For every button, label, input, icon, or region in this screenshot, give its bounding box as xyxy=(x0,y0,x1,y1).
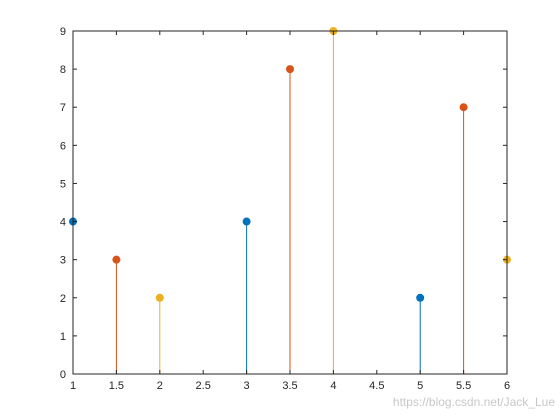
x-tick-label: 3 xyxy=(244,380,250,392)
y-tick-label: 0 xyxy=(60,369,66,381)
watermark-text: https://blog.csdn.net/Jack_Lue xyxy=(393,395,555,409)
x-axis-ticks: 1 1.5 2 2.5 3 3.5 4 4.5 5 5.5 6 xyxy=(70,31,510,392)
y-tick-label: 1 xyxy=(60,331,66,343)
y-tick-label: 5 xyxy=(60,178,66,190)
y-tick-label: 8 xyxy=(60,64,66,76)
stem-marker xyxy=(459,103,468,112)
stem-marker xyxy=(416,293,425,302)
stem-marker xyxy=(242,217,251,226)
x-tick-label: 2 xyxy=(157,380,163,392)
x-tick-label: 1.5 xyxy=(109,380,124,392)
x-tick-label: 4.5 xyxy=(369,380,384,392)
y-tick-label: 2 xyxy=(60,293,66,305)
x-tick-label: 2.5 xyxy=(196,380,211,392)
y-tick-label: 7 xyxy=(60,102,66,114)
y-tick-label: 9 xyxy=(60,26,66,38)
x-tick-label: 5.5 xyxy=(456,380,471,392)
y-tick-label: 6 xyxy=(60,140,66,152)
x-tick-label: 6 xyxy=(504,380,510,392)
x-tick-label: 4 xyxy=(330,380,336,392)
x-tick-label: 1 xyxy=(70,380,76,392)
stem-marker xyxy=(286,65,294,74)
x-tick-label: 5 xyxy=(417,380,423,392)
y-axis-ticks: 0 1 2 3 4 5 6 7 8 9 xyxy=(60,26,507,381)
y-tick-label: 4 xyxy=(60,217,66,229)
x-tick-label: 3.5 xyxy=(282,380,297,392)
stem-marker xyxy=(155,293,164,302)
y-tick-label: 3 xyxy=(60,255,66,267)
stem-marker xyxy=(112,255,121,264)
